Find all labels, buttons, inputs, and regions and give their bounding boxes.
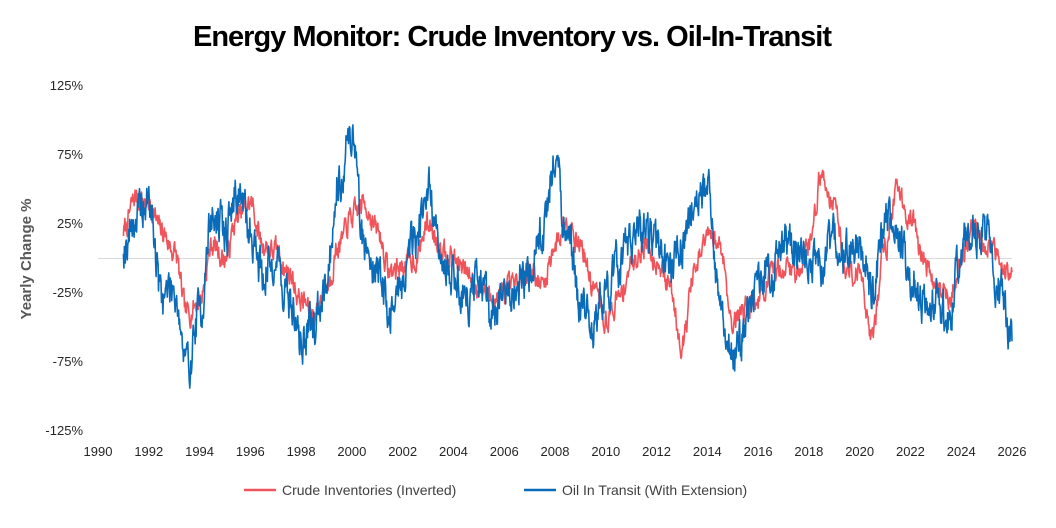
x-tick-label: 2020: [845, 444, 874, 459]
x-tick-label: 2024: [947, 444, 976, 459]
y-tick-label: -25%: [53, 285, 84, 300]
y-tick-label: -125%: [45, 423, 83, 438]
chart-title: Energy Monitor: Crude Inventory vs. Oil-…: [193, 21, 832, 53]
x-tick-label: 2000: [337, 444, 366, 459]
x-tick-label: 2026: [998, 444, 1027, 459]
legend: Crude Inventories (Inverted) Oil In Trans…: [244, 482, 747, 498]
x-tick-label: 2008: [541, 444, 570, 459]
x-tick-label: 1990: [84, 444, 113, 459]
crude-inventories-line: [122, 169, 1013, 360]
legend-label: Crude Inventories (Inverted): [282, 482, 456, 498]
x-tick-label: 2012: [642, 444, 671, 459]
legend-item-oil-in-transit[interactable]: Oil In Transit (With Extension): [524, 482, 747, 498]
oil-in-transit-line: [122, 124, 1013, 389]
x-axis-ticks: 1990 1992 1994 1996 1998 2000 2002 2004 2006 2008…: [84, 444, 1027, 459]
x-tick-label: 2022: [896, 444, 925, 459]
y-tick-label: -75%: [53, 354, 84, 369]
x-tick-label: 2014: [693, 444, 722, 459]
x-tick-label: 1996: [236, 444, 265, 459]
x-tick-label: 1998: [287, 444, 316, 459]
x-tick-label: 2002: [388, 444, 417, 459]
y-tick-label: 75%: [57, 147, 83, 162]
x-tick-label: 2004: [439, 444, 468, 459]
y-tick-label: 125%: [50, 78, 84, 93]
x-tick-label: 2006: [490, 444, 519, 459]
legend-item-crude-inventories[interactable]: Crude Inventories (Inverted): [244, 482, 456, 498]
x-tick-label: 2016: [744, 444, 773, 459]
y-axis-ticks: 125% 75% 25% -25% -75% -125%: [45, 78, 83, 438]
y-tick-label: 25%: [57, 216, 83, 231]
x-tick-label: 1992: [134, 444, 163, 459]
x-tick-label: 2018: [794, 444, 823, 459]
x-tick-label: 2010: [591, 444, 620, 459]
x-tick-label: 1994: [185, 444, 214, 459]
plot-area: [122, 124, 1013, 389]
y-axis-label: Yearly Change %: [18, 199, 35, 320]
legend-label: Oil In Transit (With Extension): [562, 482, 747, 498]
